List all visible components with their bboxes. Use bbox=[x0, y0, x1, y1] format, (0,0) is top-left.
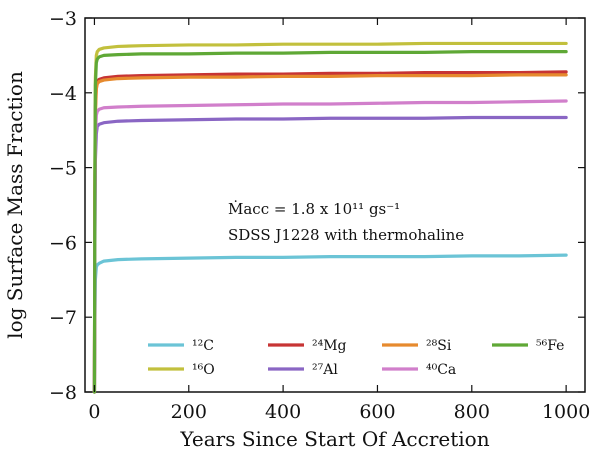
legend-label: ⁴⁰Ca bbox=[426, 362, 456, 378]
legend-label: ²⁷Al bbox=[312, 362, 338, 378]
annotation-source: SDSS J1228 with thermohaline bbox=[228, 226, 464, 244]
x-tick-label: 1000 bbox=[542, 401, 590, 423]
legend-label: ²⁴Mg bbox=[312, 338, 347, 354]
y-tick-label: −5 bbox=[49, 158, 77, 180]
x-tick-label: 200 bbox=[171, 401, 207, 423]
legend: ¹²C ¹⁶O ²⁴Mg ²⁷Al ²⁸Si ⁴⁰Ca ⁵⁶Fe bbox=[148, 338, 564, 378]
series-layer bbox=[92, 41, 568, 394]
x-axis-label: Years Since Start Of Accretion bbox=[179, 427, 489, 451]
y-axis-label: log Surface Mass Fraction bbox=[3, 71, 27, 339]
plot-frame bbox=[84, 17, 586, 393]
y-tick-label: −3 bbox=[49, 8, 77, 30]
x-tick-label: 400 bbox=[265, 401, 301, 423]
y-tick-label: −4 bbox=[49, 83, 77, 105]
y-tick-label: −7 bbox=[49, 307, 77, 329]
legend-label: ⁵⁶Fe bbox=[536, 338, 564, 354]
ticks-layer: 0 200 400 600 800 1000 −8 −7 −6 −5 −4 −3 bbox=[49, 8, 590, 423]
legend-label: ¹⁶O bbox=[192, 362, 215, 378]
y-tick-label: −8 bbox=[49, 382, 77, 404]
x-tick-label: 800 bbox=[454, 401, 490, 423]
annotation-accretion-rate: Ṁacc = 1.8 x 10¹¹ gs⁻¹ bbox=[228, 200, 400, 218]
annotation-layer: Ṁacc = 1.8 x 10¹¹ gs⁻¹ SDSS J1228 with t… bbox=[228, 200, 464, 244]
y-tick-label: −6 bbox=[49, 232, 77, 254]
series-line-6 bbox=[92, 50, 568, 394]
legend-label: ¹²C bbox=[192, 338, 214, 354]
x-tick-label: 600 bbox=[359, 401, 395, 423]
legend-label: ²⁸Si bbox=[426, 338, 452, 354]
x-tick-label: 0 bbox=[88, 401, 100, 423]
